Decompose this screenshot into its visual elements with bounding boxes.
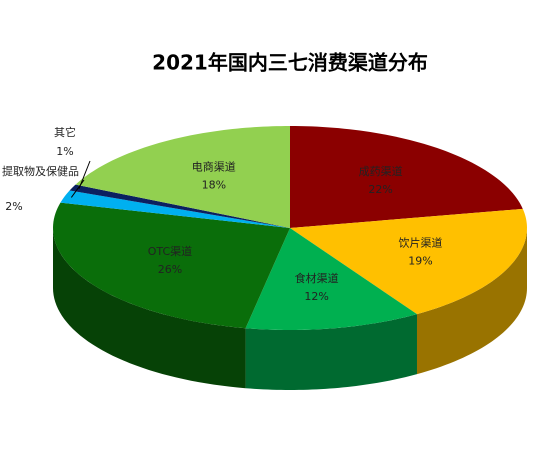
category-label: 饮片渠道 <box>399 235 443 249</box>
category-label: OTC渠道 <box>148 244 192 258</box>
slice <box>245 228 417 330</box>
slice <box>60 190 291 228</box>
leader-line <box>70 179 85 198</box>
value-label: 12% <box>304 290 328 303</box>
category-label: 食材渠道 <box>295 271 339 285</box>
value-label: 2% <box>5 200 22 213</box>
slice-side <box>53 228 246 389</box>
category-label: 电商渠道 <box>192 159 236 173</box>
category-label: 提取物及保健品 <box>2 164 79 178</box>
chart-title: 2021年国内三七消费渠道分布 <box>152 51 428 75</box>
leader-line <box>78 160 91 189</box>
slice <box>75 126 290 228</box>
value-label: 1% <box>56 145 73 158</box>
slice <box>53 202 291 329</box>
value-label: 18% <box>202 178 226 191</box>
value-label: 22% <box>368 183 392 196</box>
category-label: 其它 <box>54 125 76 139</box>
value-label: 26% <box>158 263 182 276</box>
slice-side <box>416 228 527 375</box>
value-label: 19% <box>408 254 432 267</box>
slice <box>290 208 527 315</box>
slice <box>290 126 523 228</box>
category-label: 成药渠道 <box>359 164 403 178</box>
slice-side <box>245 314 417 390</box>
slice <box>69 184 290 228</box>
